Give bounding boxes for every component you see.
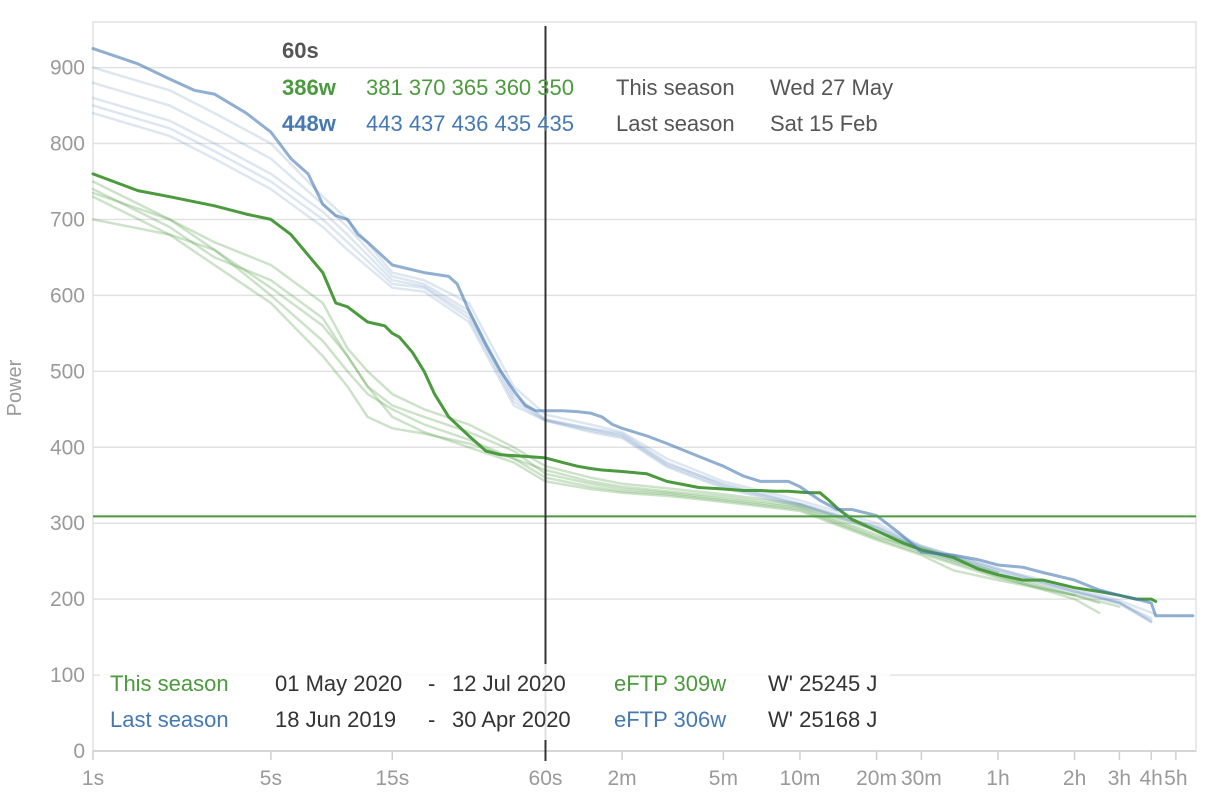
y-tick-label: 800	[50, 133, 85, 156]
x-tick-label: 3h	[1108, 767, 1131, 790]
x-tick-label: 10m	[780, 767, 821, 790]
legend-this-dash: -	[428, 671, 435, 696]
x-tick-label: 5m	[709, 767, 738, 790]
series-ghost-line-last-season	[91, 111, 1153, 624]
y-tick-label: 700	[50, 208, 85, 231]
x-tick-label: 2h	[1063, 767, 1086, 790]
legend-last-name: Last season	[110, 707, 229, 732]
cursor-label: 60s	[282, 38, 319, 63]
legend-this-name: This season	[110, 671, 229, 696]
y-tick-label: 400	[50, 436, 85, 459]
y-axis-label: Power	[4, 359, 26, 416]
x-axis: 1s 5s 15s 60s 2m 5m 10m 20m 30m 1h 2h 3h 4h 5h	[82, 750, 1196, 790]
series-ghost-line-this-season	[91, 187, 1121, 608]
y-tick-label: 600	[50, 284, 85, 307]
legend: This season 01 May 2020 - 12 Jul 2020 eF…	[100, 664, 890, 740]
x-tick-label: 20m	[856, 767, 897, 790]
cursor-this-others: 381 370 365 360 350	[366, 75, 574, 100]
x-tick-label: 60s	[529, 767, 563, 790]
legend-background	[100, 664, 890, 740]
x-tick-label: 5h	[1164, 767, 1187, 790]
series-ghost-line-this-season	[91, 180, 1101, 615]
x-tick-label: 30m	[901, 767, 942, 790]
y-tick-label: 900	[50, 57, 85, 80]
series-ghost-line-this-season	[91, 191, 1000, 574]
cursor-this-date: Wed 27 May	[770, 75, 893, 100]
series-ghost-line-this-season	[91, 218, 1076, 597]
series-layer	[91, 47, 1195, 624]
series-ghost-line-this-season	[91, 195, 1101, 605]
series-line-last-season	[91, 47, 1195, 618]
legend-last-dash: -	[428, 707, 435, 732]
series-ghost-line-last-season	[91, 66, 1153, 624]
y-tick-label: 200	[50, 588, 85, 611]
cursor-readout: 60s 386w 381 370 365 360 350 This season…	[282, 38, 893, 136]
x-tick-label: 5s	[260, 767, 282, 790]
legend-this-to: 12 Jul 2020	[452, 671, 566, 696]
y-axis: 0 100 200 300 400 500 600 700 800 900	[50, 57, 85, 763]
x-tick-label: 1h	[986, 767, 1009, 790]
series-ghost-line-last-season	[91, 96, 1157, 616]
legend-last-wprime: W' 25168 J	[768, 707, 877, 732]
legend-this-wprime: W' 25245 J	[768, 671, 877, 696]
x-tick-label: 15s	[375, 767, 409, 790]
legend-this-from: 01 May 2020	[275, 671, 402, 696]
cursor-last-date: Sat 15 Feb	[770, 111, 878, 136]
y-tick-label: 100	[50, 664, 85, 687]
y-tick-label: 0	[73, 740, 85, 763]
x-tick-label: 2m	[608, 767, 637, 790]
y-tick-label: 500	[50, 360, 85, 383]
series-line-this-season	[91, 172, 1158, 603]
y-tick-label: 300	[50, 512, 85, 535]
series-ghost-line-last-season	[91, 104, 1153, 622]
cursor-last-main: 448w	[282, 111, 337, 136]
cursor-this-main: 386w	[282, 75, 337, 100]
legend-last-to: 30 Apr 2020	[452, 707, 571, 732]
legend-last-eftp: eFTP 306w	[614, 707, 726, 732]
cursor-this-season: This season	[616, 75, 735, 100]
x-tick-label: 1s	[82, 767, 104, 790]
legend-this-eftp: eFTP 309w	[614, 671, 726, 696]
x-tick-label: 4h	[1140, 767, 1163, 790]
cursor-last-others: 443 437 436 435 435	[366, 111, 574, 136]
cursor-last-season: Last season	[616, 111, 735, 136]
legend-last-from: 18 Jun 2019	[275, 707, 396, 732]
